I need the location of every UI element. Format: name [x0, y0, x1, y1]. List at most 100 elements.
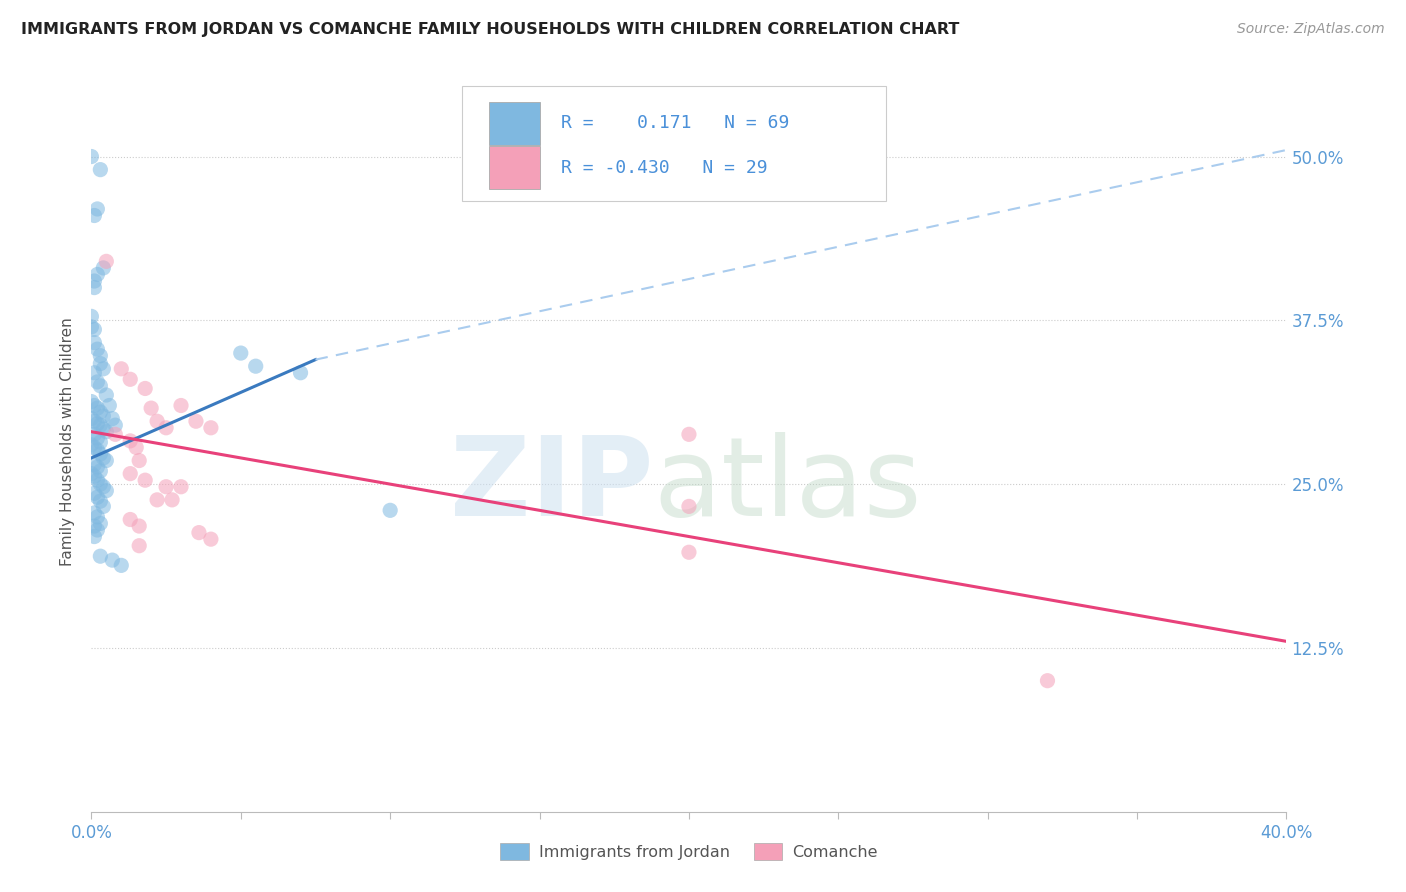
- Text: IMMIGRANTS FROM JORDAN VS COMANCHE FAMILY HOUSEHOLDS WITH CHILDREN CORRELATION C: IMMIGRANTS FROM JORDAN VS COMANCHE FAMIL…: [21, 22, 959, 37]
- Point: [96, 388, 118, 402]
- Point: [229, 346, 252, 360]
- Point: [200, 421, 222, 435]
- Point: [89, 418, 111, 433]
- Point: [120, 512, 142, 526]
- Point: [93, 361, 115, 376]
- Point: [83, 209, 105, 223]
- Point: [96, 453, 118, 467]
- Point: [160, 492, 183, 507]
- Point: [86, 375, 108, 389]
- Legend: Immigrants from Jordan, Comanche: Immigrants from Jordan, Comanche: [494, 837, 884, 867]
- Point: [80, 310, 103, 324]
- Bar: [489, 146, 540, 189]
- Point: [120, 372, 142, 386]
- Point: [83, 458, 105, 472]
- Point: [89, 464, 111, 478]
- Point: [83, 335, 105, 350]
- Point: [89, 349, 111, 363]
- Point: [89, 494, 111, 508]
- Point: [98, 399, 121, 413]
- Point: [86, 473, 108, 487]
- Point: [184, 414, 207, 428]
- Point: [89, 357, 111, 371]
- Point: [89, 516, 111, 531]
- Point: [93, 450, 115, 465]
- Point: [89, 379, 111, 393]
- Point: [83, 469, 105, 483]
- Point: [83, 486, 105, 500]
- Point: [86, 401, 108, 416]
- Point: [146, 414, 169, 428]
- Point: [128, 453, 150, 467]
- Point: [380, 503, 402, 517]
- Point: [155, 421, 177, 435]
- Point: [200, 532, 222, 546]
- Point: [86, 202, 108, 216]
- Point: [678, 427, 700, 442]
- Point: [86, 509, 108, 524]
- Point: [93, 260, 115, 275]
- Point: [134, 473, 156, 487]
- Point: [128, 519, 150, 533]
- Point: [128, 539, 150, 553]
- Point: [83, 427, 105, 442]
- Point: [188, 525, 211, 540]
- Point: [104, 418, 127, 433]
- Point: [89, 405, 111, 419]
- Point: [170, 399, 193, 413]
- Point: [86, 342, 108, 356]
- Point: [86, 460, 108, 475]
- Point: [93, 500, 115, 514]
- Point: [155, 480, 177, 494]
- Point: [89, 447, 111, 461]
- Point: [80, 467, 103, 481]
- Point: [96, 425, 118, 439]
- Point: [89, 549, 111, 564]
- Text: Source: ZipAtlas.com: Source: ZipAtlas.com: [1237, 22, 1385, 37]
- Text: R =    0.171   N = 69: R = 0.171 N = 69: [561, 114, 789, 132]
- FancyBboxPatch shape: [461, 87, 886, 201]
- Point: [83, 530, 105, 544]
- Bar: [489, 102, 540, 145]
- Point: [86, 268, 108, 282]
- Text: R = -0.430   N = 29: R = -0.430 N = 29: [561, 159, 768, 177]
- Point: [678, 545, 700, 559]
- Point: [86, 443, 108, 458]
- Point: [170, 480, 193, 494]
- Y-axis label: Family Households with Children: Family Households with Children: [60, 318, 76, 566]
- Point: [1036, 673, 1059, 688]
- Point: [96, 483, 118, 498]
- Point: [93, 422, 115, 436]
- Point: [80, 149, 103, 163]
- Point: [110, 558, 132, 573]
- Point: [120, 467, 142, 481]
- Point: [146, 492, 169, 507]
- Point: [80, 394, 103, 409]
- Point: [86, 523, 108, 537]
- Text: ZIP: ZIP: [450, 433, 652, 540]
- Point: [101, 553, 124, 567]
- Point: [110, 361, 132, 376]
- Point: [101, 411, 124, 425]
- Point: [83, 274, 105, 288]
- Point: [80, 319, 103, 334]
- Point: [125, 441, 148, 455]
- Point: [93, 480, 115, 494]
- Point: [83, 280, 105, 294]
- Point: [89, 477, 111, 491]
- Point: [86, 431, 108, 445]
- Point: [83, 414, 105, 428]
- Point: [93, 409, 115, 423]
- Point: [89, 162, 111, 177]
- Text: atlas: atlas: [652, 433, 921, 540]
- Point: [83, 322, 105, 336]
- Point: [141, 401, 163, 416]
- Point: [86, 490, 108, 504]
- Point: [89, 435, 111, 450]
- Point: [83, 519, 105, 533]
- Point: [83, 366, 105, 380]
- Point: [80, 411, 103, 425]
- Point: [83, 399, 105, 413]
- Point: [83, 441, 105, 455]
- Point: [290, 366, 312, 380]
